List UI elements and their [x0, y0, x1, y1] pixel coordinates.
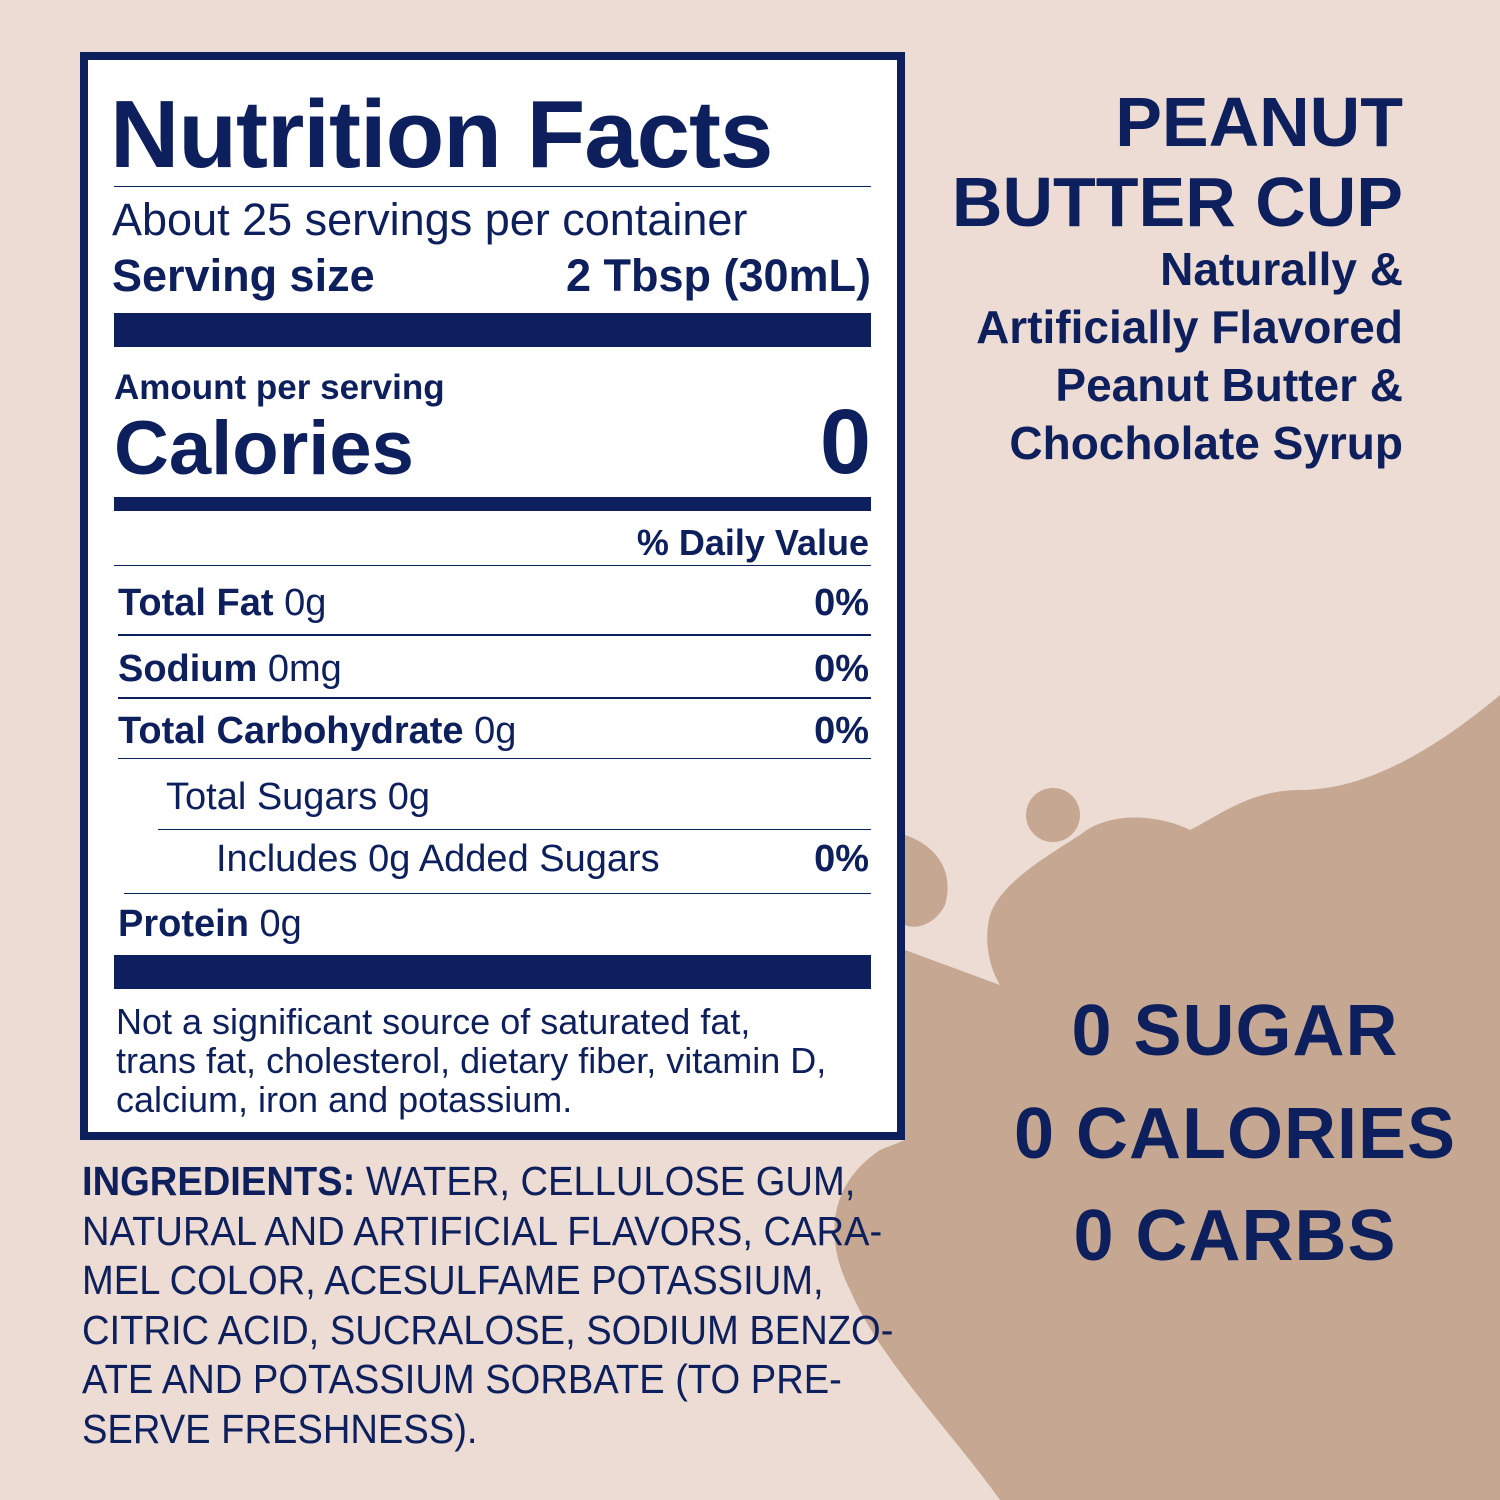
- divider: [118, 634, 871, 636]
- amount-per-serving: Amount per serving: [114, 368, 445, 407]
- ingredients-line: WATER, CELLULOSE GUM,: [355, 1158, 856, 1204]
- nutrient-dv: 0%: [814, 838, 869, 880]
- nutrient-row-total-fat: Total Fat 0g 0%: [118, 581, 869, 625]
- nutrient-row-added-sugars: Includes 0g Added Sugars 0%: [216, 837, 869, 881]
- description-line: Peanut Butter &: [1055, 359, 1403, 411]
- claim-calories: 0 CALORIES: [1013, 1094, 1457, 1174]
- calories-value: 0: [819, 391, 871, 493]
- daily-value-header: % Daily Value: [636, 522, 869, 563]
- divider: [158, 829, 871, 830]
- footnote-line: calcium, iron and potassium.: [116, 1079, 573, 1120]
- product-name-line: BUTTER CUP: [951, 163, 1403, 241]
- thick-divider: [114, 955, 871, 989]
- divider: [114, 565, 871, 566]
- description-line: Artificially Flavored: [976, 301, 1403, 353]
- ingredients-line: CITRIC ACID, SUCRALOSE, SODIUM BENZO-: [82, 1306, 894, 1353]
- footnote: Not a significant source of saturated fa…: [116, 1002, 826, 1119]
- ingredients-heading: INGREDIENTS:: [82, 1158, 356, 1204]
- divider: [114, 186, 871, 187]
- divider: [118, 697, 871, 699]
- nutrient-name: Sodium: [118, 648, 258, 690]
- nutrient-name: Total Carbohydrate: [118, 710, 464, 752]
- product-name-line: PEANUT: [1115, 83, 1403, 161]
- nutrient-amount: 0g: [284, 582, 327, 624]
- ingredients-line: MEL COLOR, ACESULFAME POTASSIUM,: [82, 1257, 824, 1303]
- nutrient-amount: 0g: [259, 903, 302, 945]
- ingredients-line: NATURAL AND ARTIFICIAL FLAVORS, CARA-: [82, 1207, 883, 1254]
- product-description: Naturally & Artificially Flavored Peanut…: [976, 240, 1403, 472]
- divider: [118, 758, 871, 759]
- nutrient-amount: 0g: [474, 710, 517, 752]
- description-line: Naturally &: [1160, 243, 1403, 295]
- nutrient-row-total-sugars: Total Sugars 0g: [166, 775, 869, 819]
- nutrient-dv: 0%: [814, 648, 869, 690]
- nutrient-dv: 0%: [814, 710, 869, 752]
- footnote-line: trans fat, cholesterol, dietary fiber, v…: [116, 1040, 827, 1081]
- calories-label: Calories: [114, 406, 414, 491]
- servings-per-container: About 25 servings per container: [112, 194, 748, 245]
- claim-sugar: 0 SUGAR: [1071, 991, 1399, 1071]
- claim-carbs: 0 CARBS: [1073, 1196, 1397, 1276]
- nutrition-facts-label: Nutrition Facts About 25 servings per co…: [80, 52, 905, 1140]
- ingredients-line: ATE AND POTASSIUM SORBATE (TO PRE-: [82, 1356, 842, 1402]
- footnote-line: Not a significant source of saturated fa…: [116, 1001, 751, 1042]
- ingredients-line: SERVE FRESHNESS).: [82, 1405, 478, 1452]
- nutrient-row-sodium: Sodium 0mg 0%: [118, 647, 869, 691]
- nutrient-amount: Includes 0g Added Sugars: [216, 838, 660, 880]
- product-name: PEANUT BUTTER CUP: [952, 82, 1403, 242]
- thick-divider: [114, 313, 871, 347]
- nutrient-amount: 0mg: [267, 648, 342, 690]
- nutrient-name: Total Fat: [118, 582, 274, 624]
- nutrient-row-protein: Protein 0g: [118, 902, 869, 946]
- serving-size-label: Serving size: [112, 250, 375, 301]
- medium-divider: [114, 497, 871, 511]
- nutrient-dv: 0%: [814, 582, 869, 624]
- nutrient-row-total-carbohydrate: Total Carbohydrate 0g 0%: [118, 709, 869, 753]
- nutrient-name: Protein: [118, 903, 249, 945]
- label-title: Nutrition Facts: [110, 81, 773, 188]
- nutrient-amount: Total Sugars 0g: [166, 776, 431, 818]
- divider: [124, 893, 871, 894]
- serving-size-value: 2 Tbsp (30mL): [565, 250, 871, 301]
- ingredients: INGREDIENTS: WATER, CELLULOSE GUM, NATUR…: [82, 1157, 893, 1454]
- description-line: Chocholate Syrup: [1009, 417, 1403, 469]
